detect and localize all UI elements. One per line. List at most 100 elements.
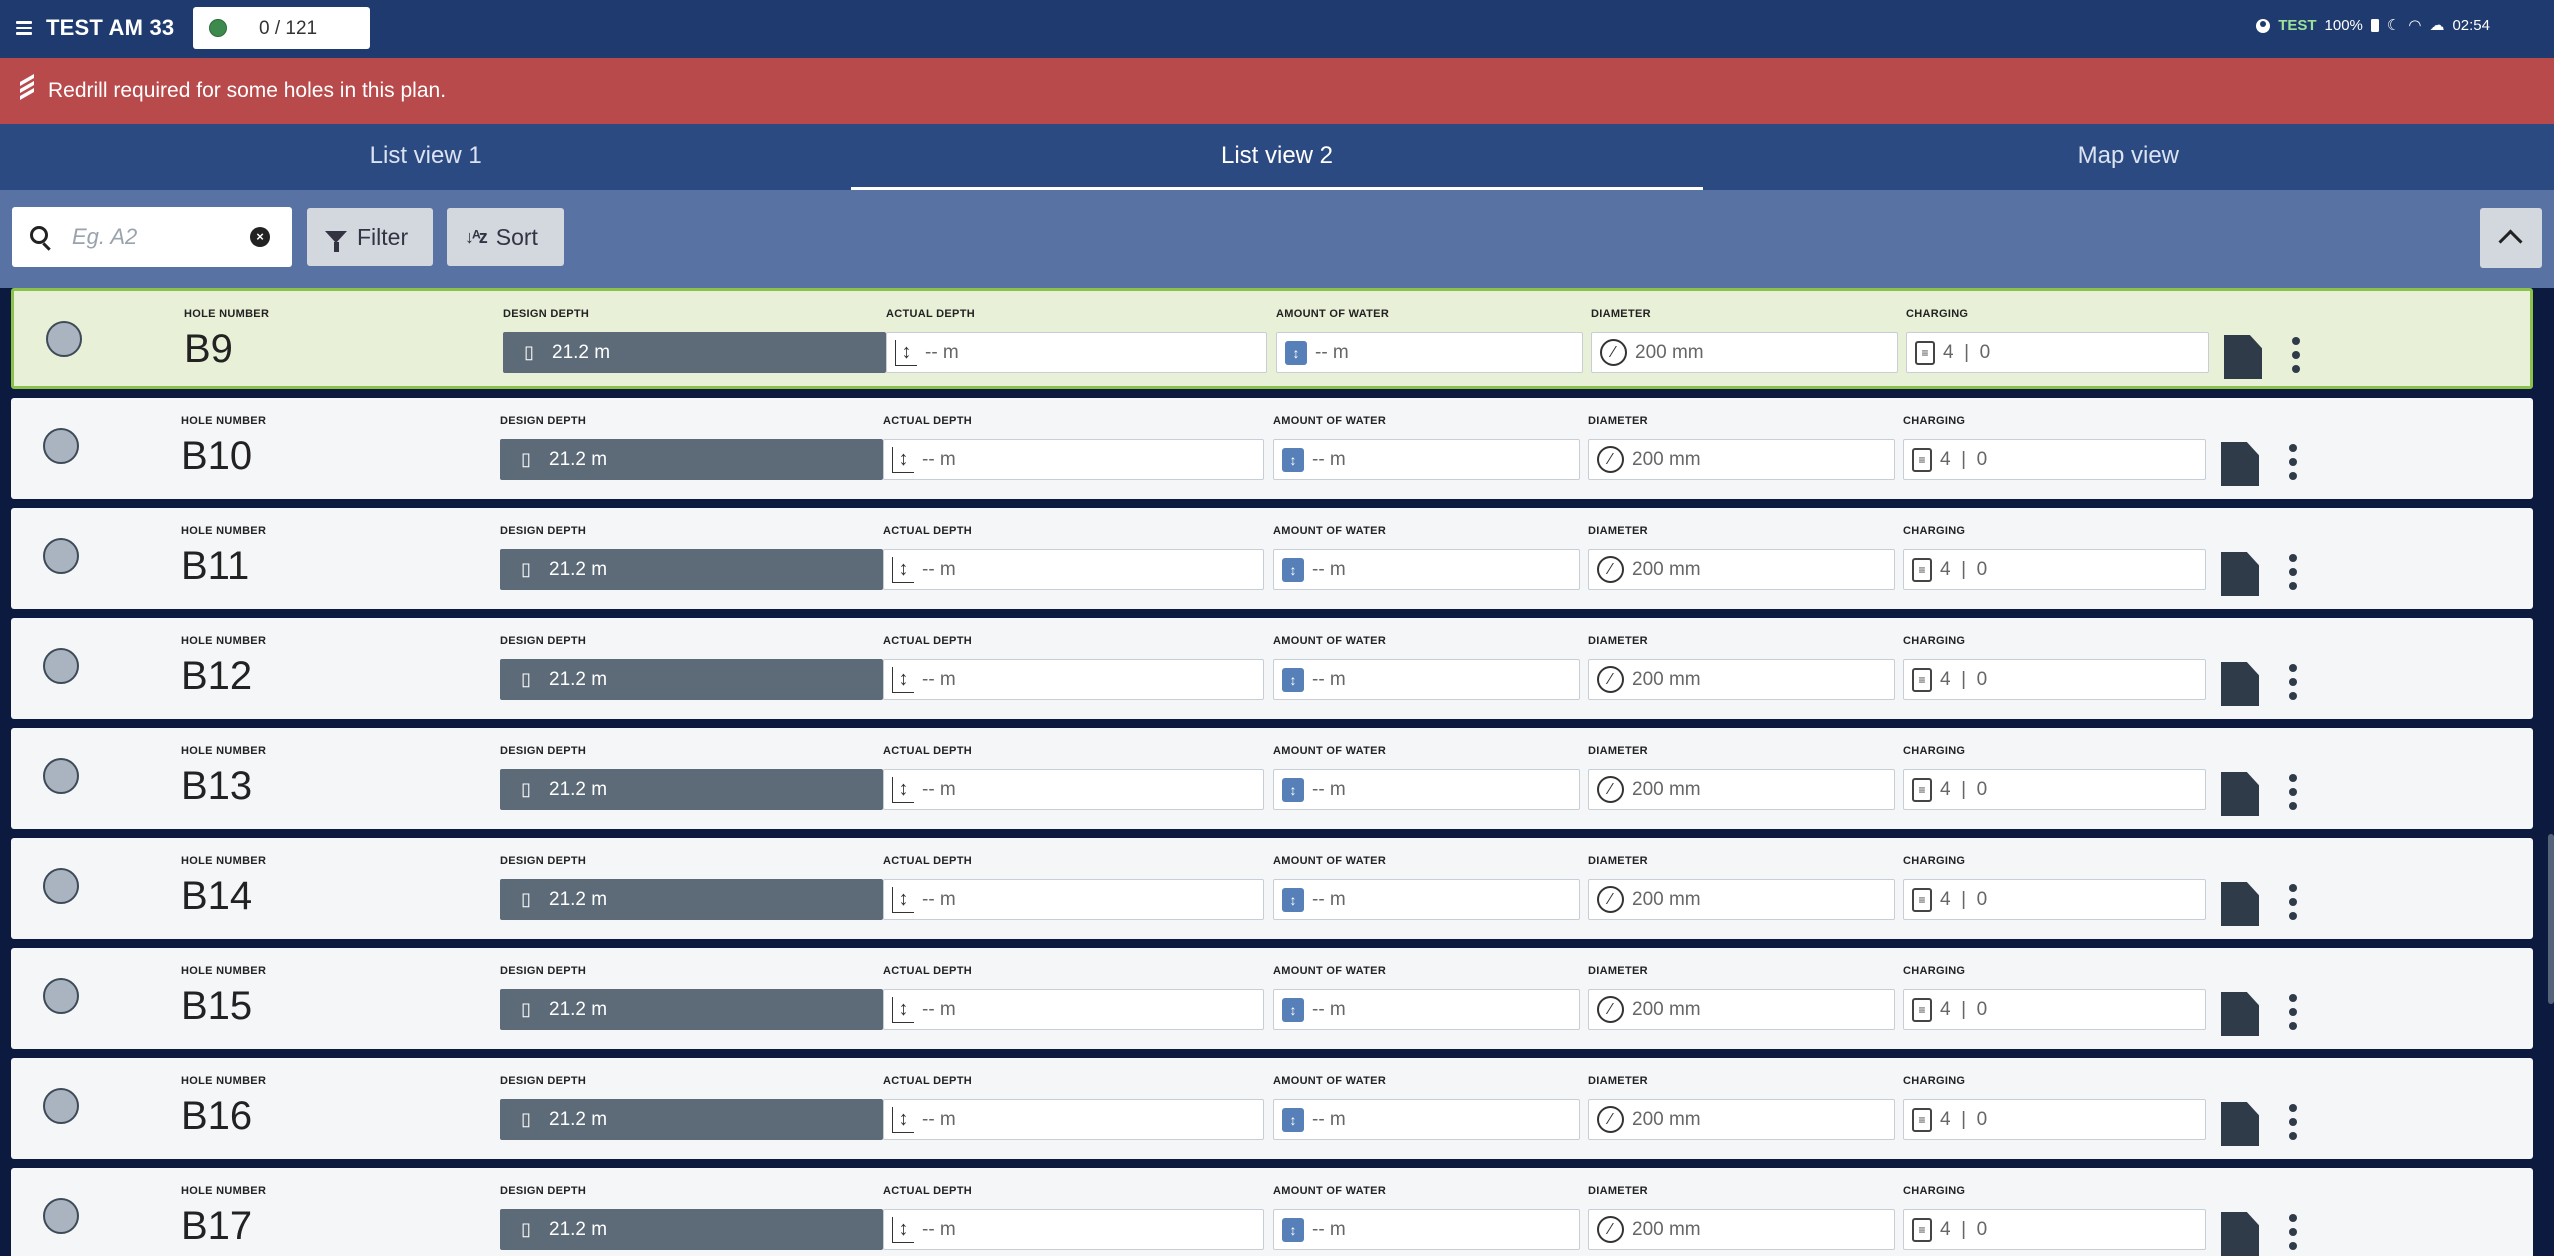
hole-select-checkbox[interactable]	[43, 868, 79, 904]
hole-row[interactable]: HOLE NUMBER B14 DESIGN DEPTH ▯ 21.2 m AC…	[11, 838, 2533, 939]
charging-icon: ≡	[1915, 340, 1935, 365]
actual-depth-value: -- m	[925, 341, 959, 363]
diameter-field[interactable]: ⁄ 200 mm	[1588, 1099, 1895, 1140]
more-options-icon[interactable]	[2286, 1104, 2300, 1144]
document-icon[interactable]	[2221, 1102, 2259, 1146]
water-amount-field[interactable]: ↕ -- m	[1273, 879, 1580, 920]
tab-map-view[interactable]: Map view	[2077, 142, 2179, 169]
hole-row[interactable]: HOLE NUMBER B13 DESIGN DEPTH ▯ 21.2 m AC…	[11, 728, 2533, 829]
diameter-label: DIAMETER	[1591, 308, 1651, 320]
hole-row[interactable]: HOLE NUMBER B9 DESIGN DEPTH ▯ 21.2 m ACT…	[11, 288, 2533, 389]
hole-row[interactable]: HOLE NUMBER B11 DESIGN DEPTH ▯ 21.2 m AC…	[11, 508, 2533, 609]
document-icon[interactable]	[2221, 662, 2259, 706]
actual-depth-field[interactable]: ↕ -- m	[883, 879, 1264, 920]
actual-depth-field[interactable]: ↕ -- m	[883, 1209, 1264, 1250]
top-bar: TEST AM 33 0 / 121 TEST 100% ☾ ◠ ☁ 02:54	[0, 0, 2554, 58]
design-depth-value: 21.2 m	[549, 888, 608, 910]
water-amount-field[interactable]: ↕ -- m	[1273, 439, 1580, 480]
clear-search-icon[interactable]: ×	[250, 227, 270, 247]
scrollbar-thumb[interactable]	[2548, 834, 2554, 1004]
tab-list-view-2[interactable]: List view 2	[851, 124, 1703, 190]
actual-depth-field[interactable]: ↕ -- m	[883, 769, 1264, 810]
diameter-field[interactable]: ⁄ 200 mm	[1588, 1209, 1895, 1250]
more-options-icon[interactable]	[2286, 664, 2300, 704]
charging-field[interactable]: ≡ 4 | 0	[1903, 879, 2206, 920]
tab-list-view-1[interactable]: List view 1	[369, 142, 482, 169]
document-icon[interactable]	[2221, 992, 2259, 1036]
diameter-field[interactable]: ⁄ 200 mm	[1588, 769, 1895, 810]
charging-field[interactable]: ≡ 4 | 0	[1903, 549, 2206, 590]
filter-icon	[325, 231, 347, 252]
battery-level: 100%	[2324, 17, 2363, 34]
water-amount-field[interactable]: ↕ -- m	[1276, 332, 1583, 373]
filter-button[interactable]: Filter	[307, 208, 433, 266]
hamburger-menu-icon[interactable]	[16, 21, 32, 35]
diameter-field[interactable]: ⁄ 200 mm	[1588, 989, 1895, 1030]
more-options-icon[interactable]	[2289, 337, 2303, 377]
charging-field[interactable]: ≡ 4 | 0	[1903, 1209, 2206, 1250]
actual-depth-field[interactable]: ↕ -- m	[883, 1099, 1264, 1140]
more-options-icon[interactable]	[2286, 444, 2300, 484]
diameter-field[interactable]: ⁄ 200 mm	[1588, 549, 1895, 590]
diameter-field[interactable]: ⁄ 200 mm	[1588, 659, 1895, 700]
hole-row[interactable]: HOLE NUMBER B15 DESIGN DEPTH ▯ 21.2 m AC…	[11, 948, 2533, 1049]
actual-depth-field[interactable]: ↕ -- m	[883, 659, 1264, 700]
hole-select-checkbox[interactable]	[43, 428, 79, 464]
more-options-icon[interactable]	[2286, 994, 2300, 1034]
more-options-icon[interactable]	[2286, 884, 2300, 924]
actual-depth-field[interactable]: ↕ -- m	[886, 332, 1267, 373]
hole-select-checkbox[interactable]	[43, 538, 79, 574]
sort-button[interactable]: ↓ᴬᴢ Sort	[447, 208, 564, 266]
document-icon[interactable]	[2221, 442, 2259, 486]
progress-counter[interactable]: 0 / 121	[193, 7, 370, 49]
diameter-field[interactable]: ⁄ 200 mm	[1591, 332, 1898, 373]
charging-field[interactable]: ≡ 4 | 0	[1906, 332, 2209, 373]
more-options-icon[interactable]	[2286, 554, 2300, 594]
actual-depth-label: ACTUAL DEPTH	[883, 525, 972, 537]
water-amount-field[interactable]: ↕ -- m	[1273, 1209, 1580, 1250]
hole-select-checkbox[interactable]	[43, 1198, 79, 1234]
hole-row[interactable]: HOLE NUMBER B10 DESIGN DEPTH ▯ 21.2 m AC…	[11, 398, 2533, 499]
charging-field[interactable]: ≡ 4 | 0	[1903, 769, 2206, 810]
hole-select-checkbox[interactable]	[43, 648, 79, 684]
charging-field[interactable]: ≡ 4 | 0	[1903, 1099, 2206, 1140]
charging-field[interactable]: ≡ 4 | 0	[1903, 659, 2206, 700]
diameter-field[interactable]: ⁄ 200 mm	[1588, 879, 1895, 920]
hole-number-label: HOLE NUMBER	[181, 525, 267, 537]
diameter-field[interactable]: ⁄ 200 mm	[1588, 439, 1895, 480]
actual-depth-field[interactable]: ↕ -- m	[883, 989, 1264, 1030]
search-input[interactable]	[72, 221, 242, 253]
document-icon[interactable]	[2224, 335, 2262, 379]
document-icon[interactable]	[2221, 882, 2259, 926]
hole-row[interactable]: HOLE NUMBER B17 DESIGN DEPTH ▯ 21.2 m AC…	[11, 1168, 2533, 1256]
water-amount-field[interactable]: ↕ -- m	[1273, 659, 1580, 700]
water-amount-field[interactable]: ↕ -- m	[1273, 549, 1580, 590]
actual-depth-field[interactable]: ↕ -- m	[883, 549, 1264, 590]
water-amount-field[interactable]: ↕ -- m	[1273, 769, 1580, 810]
hole-row[interactable]: HOLE NUMBER B12 DESIGN DEPTH ▯ 21.2 m AC…	[11, 618, 2533, 719]
water-amount-field[interactable]: ↕ -- m	[1273, 989, 1580, 1030]
actual-depth-icon: ↕	[892, 1216, 914, 1243]
document-icon[interactable]	[2221, 772, 2259, 816]
more-options-icon[interactable]	[2286, 774, 2300, 814]
water-amount-label: AMOUNT OF WATER	[1273, 965, 1387, 977]
actual-depth-value: -- m	[922, 778, 956, 800]
hole-select-checkbox[interactable]	[43, 978, 79, 1014]
actual-depth-field[interactable]: ↕ -- m	[883, 439, 1264, 480]
hole-row[interactable]: HOLE NUMBER B16 DESIGN DEPTH ▯ 21.2 m AC…	[11, 1058, 2533, 1159]
collapse-toolbar-button[interactable]	[2480, 208, 2542, 268]
hole-select-checkbox[interactable]	[46, 321, 82, 357]
design-depth-label: DESIGN DEPTH	[500, 745, 587, 757]
more-options-icon[interactable]	[2286, 1214, 2300, 1254]
charging-field[interactable]: ≡ 4 | 0	[1903, 989, 2206, 1030]
document-icon[interactable]	[2221, 552, 2259, 596]
hole-select-checkbox[interactable]	[43, 758, 79, 794]
actual-depth-label: ACTUAL DEPTH	[883, 415, 972, 427]
document-icon[interactable]	[2221, 1212, 2259, 1256]
charging-field[interactable]: ≡ 4 | 0	[1903, 439, 2206, 480]
water-amount-field[interactable]: ↕ -- m	[1273, 1099, 1580, 1140]
hole-select-checkbox[interactable]	[43, 1088, 79, 1124]
actual-depth-icon: ↕	[892, 776, 914, 803]
water-amount-value: -- m	[1312, 558, 1346, 580]
clock: 02:54	[2452, 17, 2490, 34]
